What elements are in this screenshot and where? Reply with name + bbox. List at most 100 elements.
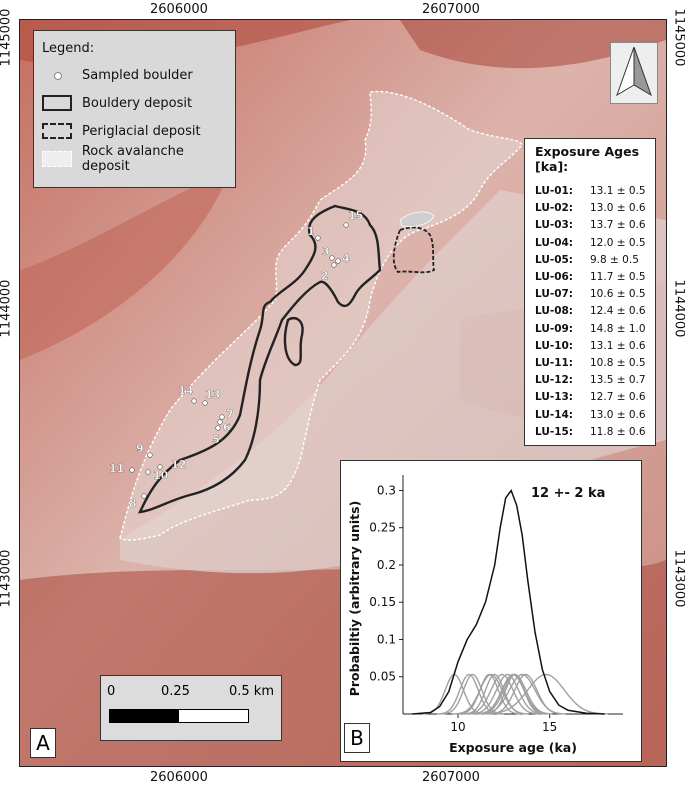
sample-marker-4 bbox=[335, 258, 341, 264]
exposure-ages-title: Exposure Ages [ka]: bbox=[535, 144, 640, 174]
y-axis-label: Probabiltiy (arbitrary units) bbox=[347, 501, 362, 697]
x-coord-top-1: 2606000 bbox=[150, 2, 208, 17]
x-coord-bottom-1: 2606000 bbox=[150, 770, 208, 785]
scale-label-mid: 0.25 bbox=[161, 684, 190, 699]
north-arrow-icon bbox=[610, 42, 658, 104]
scale-label-0: 0 bbox=[107, 684, 116, 699]
age-value: 13.1 ± 0.6 bbox=[590, 339, 646, 352]
x-coord-bottom-2: 2607000 bbox=[422, 770, 480, 785]
exposure-age-row: LU-03: 13.7 ± 0.6 bbox=[535, 219, 653, 234]
sample-marker-13 bbox=[202, 400, 208, 406]
age-value: 10.6 ± 0.5 bbox=[590, 288, 646, 301]
sample-label-6: 6 bbox=[223, 421, 231, 434]
individual-age-curve bbox=[474, 673, 551, 715]
exposure-age-row: LU-04: 12.0 ± 0.5 bbox=[535, 237, 653, 252]
sample-id: LU-15: bbox=[535, 425, 574, 438]
sample-marker-2 bbox=[331, 262, 337, 268]
y-coord-right-2: 1144000 bbox=[671, 279, 685, 338]
sample-label-5: 5 bbox=[212, 433, 220, 446]
age-value: 9.8 ± 0.5 bbox=[590, 253, 639, 266]
exposure-age-row: LU-11: 10.8 ± 0.5 bbox=[535, 357, 653, 372]
sample-id: LU-01: bbox=[535, 185, 574, 197]
sample-label-9: 9 bbox=[136, 442, 144, 455]
scale-bar: 0 0.25 0.5 km bbox=[100, 675, 282, 741]
sample-marker-11 bbox=[129, 467, 135, 473]
age-value: 13.5 ± 0.7 bbox=[590, 374, 646, 387]
exposure-age-row: LU-07: 10.6 ± 0.5 bbox=[535, 288, 653, 303]
exposure-ages-table: Exposure Ages [ka]: LU-01: 13.1 ± 0.5 LU-0… bbox=[524, 138, 656, 446]
sample-id: LU-08: bbox=[535, 305, 574, 318]
legend-title: Legend: bbox=[42, 41, 95, 56]
exposure-age-row: LU-08: 12.4 ± 0.6 bbox=[535, 305, 653, 320]
exposure-age-row: LU-01: 13.1 ± 0.5 bbox=[535, 185, 653, 200]
exposure-age-row: LU-06: 11.7 ± 0.5 bbox=[535, 271, 653, 286]
exposure-age-row: LU-14: 13.0 ± 0.6 bbox=[535, 409, 653, 424]
sample-marker-12 bbox=[157, 464, 163, 470]
x-axis-label: Exposure age (ka) bbox=[449, 740, 577, 755]
sample-label-12: 12 bbox=[171, 458, 186, 471]
age-value: 12.0 ± 0.5 bbox=[590, 236, 646, 249]
scale-bar-white bbox=[178, 709, 249, 723]
sample-label-14: 14 bbox=[178, 384, 194, 397]
age-value: 13.7 ± 0.6 bbox=[590, 219, 646, 232]
sample-marker-8 bbox=[141, 493, 147, 499]
sample-id: LU-09: bbox=[535, 322, 574, 335]
individual-age-curve bbox=[469, 673, 545, 715]
sample-labels: 1 2 3 4 5 6 7 8 9 10 11 12 13 14 15 bbox=[109, 209, 364, 510]
y-coord-right-1: 1145000 bbox=[671, 8, 685, 67]
exposure-age-row: LU-05: 9.8 ± 0.5 bbox=[535, 254, 653, 269]
sample-label-1: 1 bbox=[307, 225, 315, 238]
legend-item-periglacial-deposit: Periglacial deposit bbox=[42, 121, 201, 141]
individual-age-curve bbox=[463, 673, 540, 715]
y-tick-label: 0.2 bbox=[377, 558, 396, 572]
age-value: 14.8 ± 1.0 bbox=[590, 322, 646, 335]
age-value: 10.8 ± 0.5 bbox=[590, 357, 646, 369]
individual-age-curve bbox=[477, 673, 566, 715]
legend-item-bouldery-deposit: Bouldery deposit bbox=[42, 93, 192, 113]
sample-marker-6 bbox=[217, 419, 223, 425]
sample-label-13: 13 bbox=[205, 388, 220, 401]
sample-label-8: 8 bbox=[129, 497, 137, 510]
sample-markers bbox=[129, 222, 349, 499]
sample-marker-10 bbox=[145, 469, 151, 475]
y-tick-label: 0.25 bbox=[369, 521, 396, 535]
sample-id: LU-06: bbox=[535, 271, 574, 283]
x-tick-label: 10 bbox=[450, 720, 465, 734]
exposure-age-row: LU-02: 13.0 ± 0.6 bbox=[535, 202, 653, 217]
y-tick-label: 0.05 bbox=[369, 670, 396, 684]
sample-label-11: 11 bbox=[109, 462, 124, 475]
age-value: 13.0 ± 0.6 bbox=[590, 408, 646, 421]
sample-label-3: 3 bbox=[322, 245, 330, 258]
sample-id: LU-10: bbox=[535, 339, 574, 352]
map-frame: 1 2 3 4 5 6 7 8 9 10 11 12 13 14 15 Lege… bbox=[19, 19, 667, 767]
age-value: 11.8 ± 0.6 bbox=[590, 425, 646, 438]
sample-id: LU-11: bbox=[535, 357, 574, 369]
sample-marker-9 bbox=[147, 452, 153, 458]
map-legend: Legend: Sampled boulder Bouldery deposit… bbox=[33, 30, 236, 188]
age-value: 13.1 ± 0.5 bbox=[590, 185, 646, 197]
sample-id: LU-12: bbox=[535, 374, 574, 387]
exposure-age-row: LU-15: 11.8 ± 0.6 bbox=[535, 426, 653, 441]
probability-chart: 0.05 0.1 0.15 0.2 0.25 0.3 10 15 12 +- 2 ka Expos… bbox=[347, 475, 623, 755]
probability-chart-panel: 0.05 0.1 0.15 0.2 0.25 0.3 10 15 12 +- 2 ka Expos… bbox=[340, 460, 642, 762]
legend-item-sampled-boulder: Sampled boulder bbox=[42, 65, 193, 85]
sample-label-2: 2 bbox=[321, 269, 329, 282]
legend-label: Rock avalanche deposit bbox=[81, 144, 184, 174]
exposure-age-row: LU-09: 14.8 ± 1.0 bbox=[535, 323, 653, 338]
sample-label-10: 10 bbox=[153, 469, 169, 482]
sample-marker-14 bbox=[191, 398, 197, 404]
summed-probability-curve bbox=[412, 488, 605, 715]
scale-bar-black bbox=[109, 709, 180, 723]
sample-id: LU-03: bbox=[535, 219, 574, 232]
age-value: 12.7 ± 0.6 bbox=[590, 391, 646, 404]
sample-label-4: 4 bbox=[342, 252, 350, 265]
panel-label-b: B bbox=[344, 723, 370, 753]
sample-id: LU-07: bbox=[535, 288, 574, 301]
sample-marker-5 bbox=[215, 425, 221, 431]
panel-label-a: A bbox=[30, 728, 56, 758]
legend-label: Periglacial deposit bbox=[82, 123, 201, 139]
y-coord-left-1: 1145000 bbox=[0, 8, 14, 67]
y-tick-label: 0.15 bbox=[369, 595, 396, 609]
sample-marker-3 bbox=[329, 255, 335, 261]
y-tick-label: 0.1 bbox=[377, 632, 396, 646]
